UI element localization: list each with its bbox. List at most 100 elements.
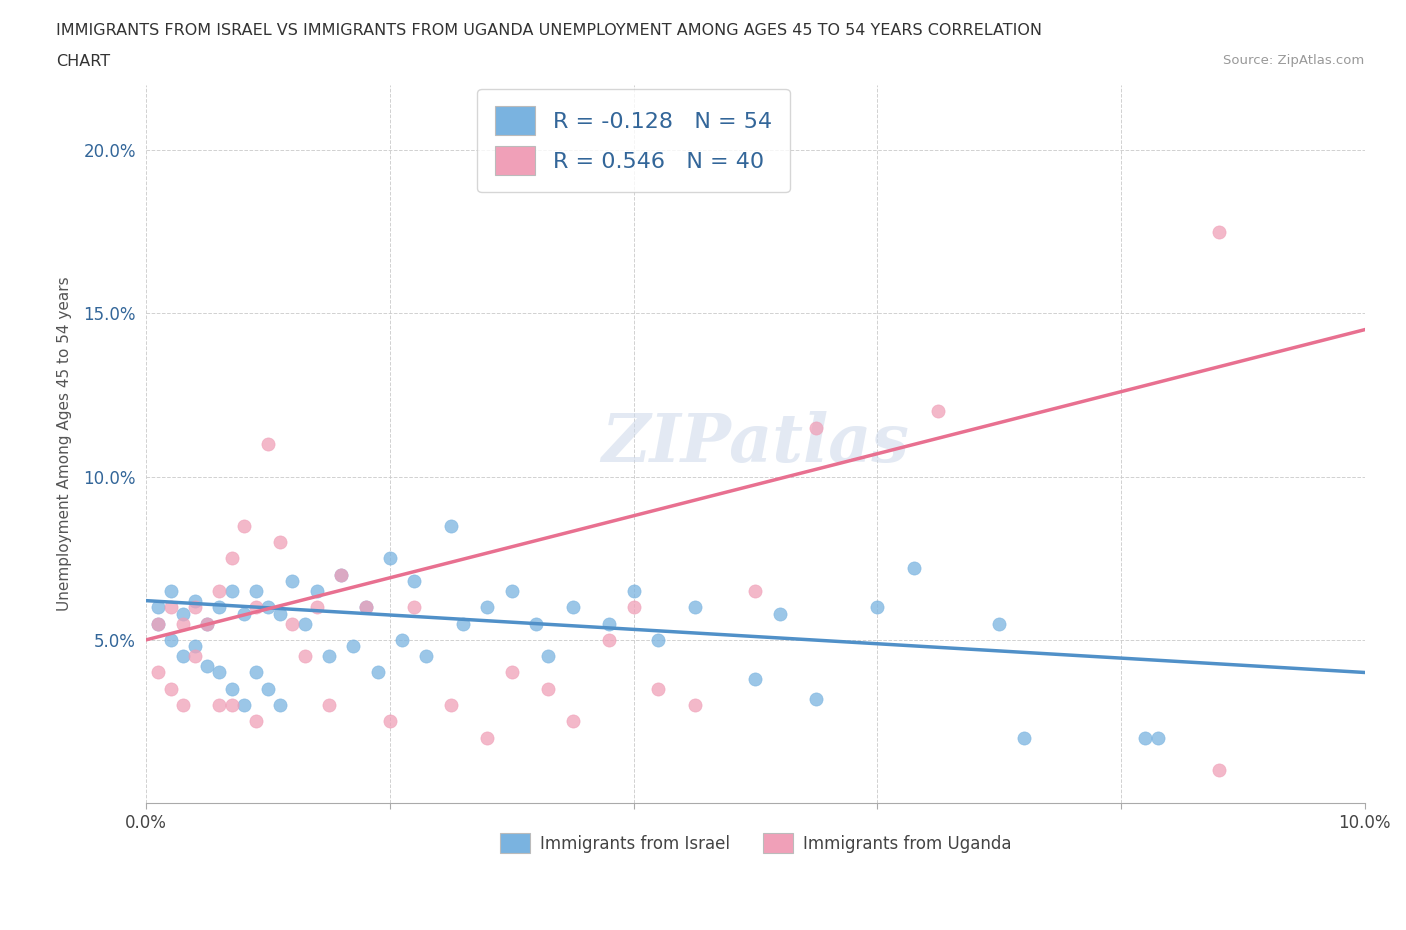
Point xyxy=(184,593,207,608)
Point xyxy=(769,606,792,621)
Point xyxy=(305,583,328,598)
Legend: Immigrants from Israel, Immigrants from Uganda: Immigrants from Israel, Immigrants from … xyxy=(494,827,1018,859)
Point xyxy=(195,658,218,673)
Point xyxy=(159,682,181,697)
Point xyxy=(245,665,267,680)
Point xyxy=(318,698,340,712)
Point xyxy=(537,682,560,697)
Point xyxy=(330,567,353,582)
Point xyxy=(159,632,181,647)
Point xyxy=(208,600,231,615)
Point xyxy=(221,698,243,712)
Point xyxy=(281,616,304,631)
Point xyxy=(451,616,474,631)
Point xyxy=(257,682,280,697)
Point xyxy=(477,730,499,745)
Point xyxy=(561,600,583,615)
Point xyxy=(305,600,328,615)
Point xyxy=(391,632,413,647)
Point xyxy=(415,649,437,664)
Point xyxy=(806,691,828,706)
Point xyxy=(1208,763,1230,777)
Text: Source: ZipAtlas.com: Source: ZipAtlas.com xyxy=(1223,54,1364,67)
Point xyxy=(195,616,218,631)
Point xyxy=(257,436,280,451)
Point xyxy=(208,583,231,598)
Point xyxy=(172,616,194,631)
Point xyxy=(208,698,231,712)
Point xyxy=(172,606,194,621)
Point xyxy=(294,616,316,631)
Point xyxy=(927,404,949,418)
Point xyxy=(245,600,267,615)
Point xyxy=(404,574,426,589)
Point xyxy=(159,583,181,598)
Point xyxy=(172,649,194,664)
Point xyxy=(148,665,170,680)
Point xyxy=(744,671,766,686)
Point xyxy=(221,682,243,697)
Point xyxy=(245,583,267,598)
Point xyxy=(866,600,889,615)
Point xyxy=(195,616,218,631)
Point xyxy=(184,639,207,654)
Point xyxy=(184,600,207,615)
Point xyxy=(330,567,353,582)
Point xyxy=(378,714,401,729)
Point xyxy=(232,518,254,533)
Point xyxy=(232,606,254,621)
Point xyxy=(367,665,389,680)
Point xyxy=(501,583,523,598)
Point xyxy=(623,583,645,598)
Point xyxy=(440,698,463,712)
Point xyxy=(232,698,254,712)
Point xyxy=(683,600,706,615)
Point xyxy=(1135,730,1157,745)
Point xyxy=(561,714,583,729)
Point xyxy=(257,600,280,615)
Point xyxy=(647,682,669,697)
Point xyxy=(501,665,523,680)
Point xyxy=(208,665,231,680)
Text: CHART: CHART xyxy=(56,54,110,69)
Point xyxy=(172,698,194,712)
Point xyxy=(903,561,925,576)
Point xyxy=(1146,730,1168,745)
Point xyxy=(647,632,669,647)
Point xyxy=(281,574,304,589)
Point xyxy=(598,616,620,631)
Point xyxy=(354,600,377,615)
Point xyxy=(221,583,243,598)
Y-axis label: Unemployment Among Ages 45 to 54 years: Unemployment Among Ages 45 to 54 years xyxy=(58,276,72,611)
Point xyxy=(269,535,291,550)
Point xyxy=(354,600,377,615)
Point xyxy=(477,600,499,615)
Point xyxy=(245,714,267,729)
Text: ZIPatlas: ZIPatlas xyxy=(602,411,910,476)
Point xyxy=(294,649,316,664)
Point xyxy=(342,639,364,654)
Point xyxy=(537,649,560,664)
Point xyxy=(1012,730,1035,745)
Point xyxy=(1208,224,1230,239)
Point xyxy=(524,616,547,631)
Point xyxy=(988,616,1011,631)
Point xyxy=(184,649,207,664)
Point xyxy=(623,600,645,615)
Point xyxy=(148,616,170,631)
Point xyxy=(683,698,706,712)
Point xyxy=(744,583,766,598)
Point xyxy=(148,600,170,615)
Text: IMMIGRANTS FROM ISRAEL VS IMMIGRANTS FROM UGANDA UNEMPLOYMENT AMONG AGES 45 TO 5: IMMIGRANTS FROM ISRAEL VS IMMIGRANTS FRO… xyxy=(56,23,1042,38)
Point xyxy=(318,649,340,664)
Point xyxy=(159,600,181,615)
Point xyxy=(221,551,243,565)
Point xyxy=(598,632,620,647)
Point xyxy=(378,551,401,565)
Point xyxy=(440,518,463,533)
Point xyxy=(269,606,291,621)
Point xyxy=(148,616,170,631)
Point xyxy=(806,420,828,435)
Point xyxy=(269,698,291,712)
Point xyxy=(404,600,426,615)
